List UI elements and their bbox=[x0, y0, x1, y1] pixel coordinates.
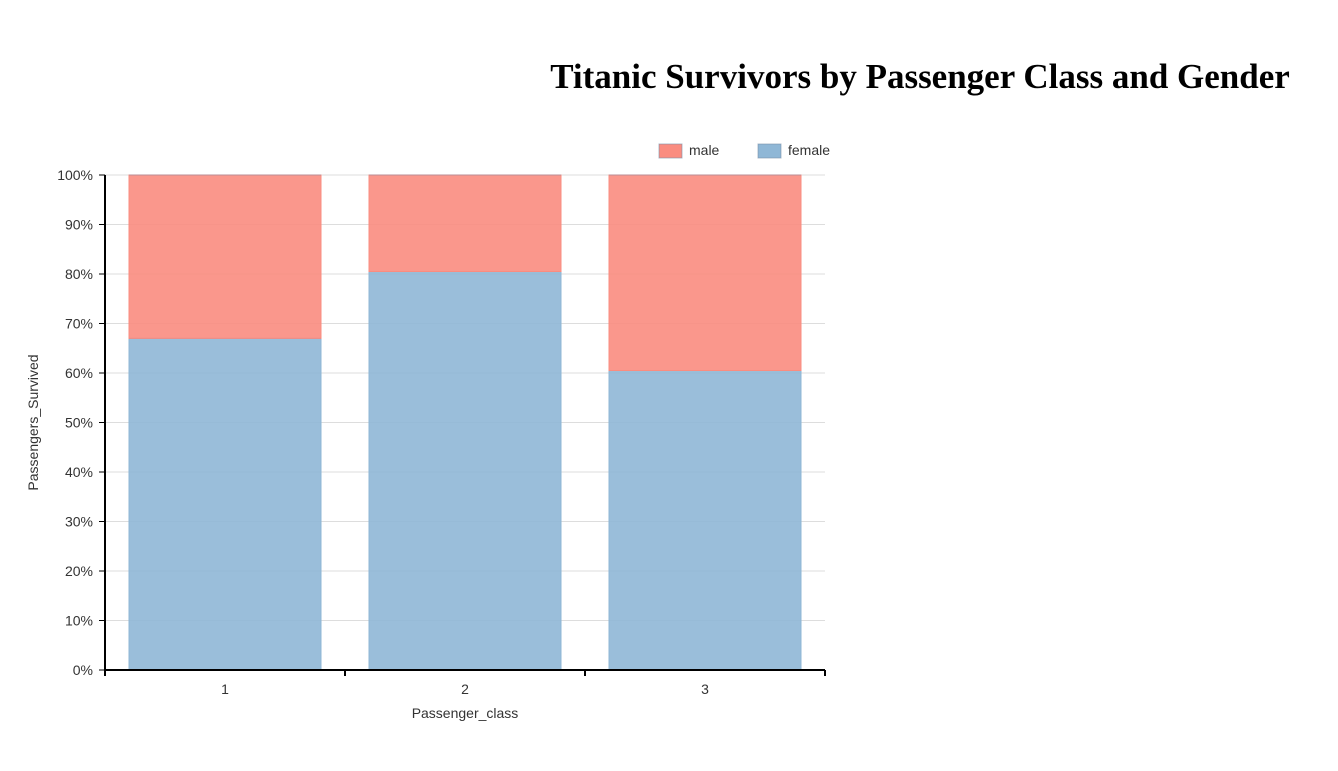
y-tick-label: 90% bbox=[65, 217, 93, 233]
bar-male-class-3[interactable] bbox=[608, 174, 802, 372]
y-tick-label: 60% bbox=[65, 365, 93, 381]
y-tick-label: 80% bbox=[65, 266, 93, 282]
chart-title: Titanic Survivors by Passenger Class and… bbox=[550, 57, 1290, 96]
legend-swatch-male[interactable] bbox=[658, 143, 683, 159]
x-tick-label: 2 bbox=[461, 681, 469, 697]
y-tick-label: 10% bbox=[65, 613, 93, 629]
y-tick-label: 40% bbox=[65, 464, 93, 480]
legend-swatch-female[interactable] bbox=[757, 143, 782, 159]
x-tick-label: 1 bbox=[221, 681, 229, 697]
bar-female-class-3[interactable] bbox=[608, 370, 802, 671]
x-tick-label: 3 bbox=[701, 681, 709, 697]
bar-male-class-1[interactable] bbox=[128, 174, 322, 339]
legend-label-female[interactable]: female bbox=[788, 142, 830, 158]
y-tick-label: 30% bbox=[65, 514, 93, 530]
bar-female-class-1[interactable] bbox=[128, 337, 322, 671]
y-tick-label: 100% bbox=[57, 167, 93, 183]
axes: 0% 10% 20% 30% 40% 50% 60% 70% 80% 90% 100% 1 2 3 bbox=[57, 167, 826, 697]
y-tick-label: 0% bbox=[73, 662, 93, 678]
legend-label-male[interactable]: male bbox=[689, 142, 720, 158]
y-tick-label: 70% bbox=[65, 316, 93, 332]
bar-male-class-2[interactable] bbox=[368, 174, 562, 273]
y-axis-label: Passengers_Survived bbox=[25, 354, 41, 490]
y-tick-label: 50% bbox=[65, 415, 93, 431]
legend[interactable]: male female bbox=[658, 142, 830, 159]
y-tick-label: 20% bbox=[65, 563, 93, 579]
x-axis-label: Passenger_class bbox=[412, 705, 519, 721]
bars bbox=[128, 174, 802, 671]
bar-female-class-2[interactable] bbox=[368, 271, 562, 671]
